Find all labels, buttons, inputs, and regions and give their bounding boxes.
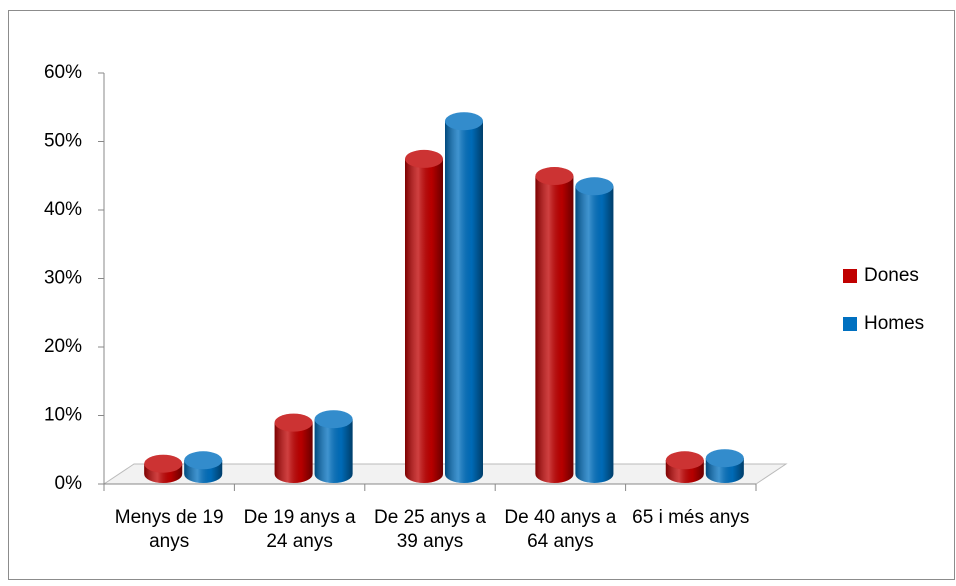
x-tick-label: De 25 anys a 39 anys (374, 507, 486, 552)
legend-label: Homes (864, 313, 924, 334)
x-tick-label: 65 i més anys (632, 507, 750, 528)
bar-shade (274, 422, 313, 483)
bar-top-shade (535, 167, 574, 186)
bar-shade (575, 186, 614, 483)
x-tick-label: De 19 anys a 24 anys (243, 507, 356, 552)
x-tick-label: Menys de 19 anys (114, 507, 224, 552)
y-tick-label: 10% (44, 405, 82, 426)
bar-top (314, 410, 353, 429)
bar-top-shade (445, 112, 483, 131)
bar-shade (314, 419, 353, 483)
y-tick-label: 50% (44, 131, 82, 152)
y-tick-label: 60% (44, 62, 82, 83)
bar-top-shade (274, 413, 313, 432)
bar (274, 413, 313, 483)
y-tick-label: 0% (55, 473, 83, 494)
bar-top-shade (184, 451, 223, 470)
bar-top (705, 449, 744, 468)
y-tick-label: 30% (44, 268, 82, 289)
bar (314, 410, 353, 483)
bar-top (575, 177, 614, 196)
bar-top-shade (405, 149, 443, 168)
bar (575, 177, 614, 483)
bar-top (144, 454, 183, 473)
bar-top (184, 451, 223, 470)
bar-top (445, 112, 483, 131)
bar (445, 112, 483, 483)
bar (665, 451, 704, 483)
bar (705, 449, 744, 483)
bar (144, 454, 183, 483)
bar-top (405, 149, 443, 168)
legend-swatch (843, 317, 857, 331)
y-tick-label: 20% (44, 336, 82, 357)
bar-top-shade (575, 177, 614, 196)
bar-top (535, 167, 574, 186)
bar-top-shade (705, 449, 744, 468)
bar-shade (405, 158, 443, 483)
x-tick-label: De 40 anys a 64 anys (504, 507, 617, 552)
y-tick-label: 40% (44, 199, 82, 220)
bar-top (665, 451, 704, 470)
bar-shade (535, 176, 574, 483)
bar-top-shade (665, 451, 704, 470)
bar-shade (445, 121, 483, 483)
legend-label: Dones (864, 265, 919, 286)
legend-swatch (843, 269, 857, 283)
bar (405, 149, 443, 483)
bar-top-shade (144, 454, 183, 473)
bar (535, 167, 574, 483)
bar-top (274, 413, 313, 432)
bar (184, 451, 223, 483)
bar-top-shade (314, 410, 353, 429)
chart-border (8, 10, 955, 580)
